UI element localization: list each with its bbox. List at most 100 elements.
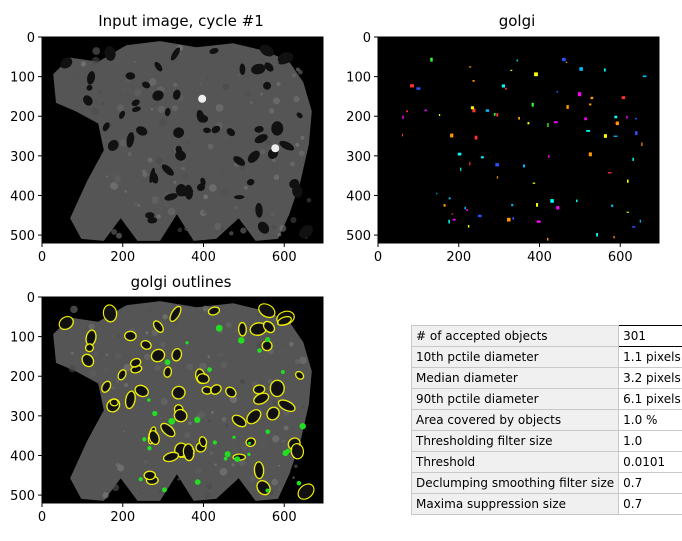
texture-speck: [164, 202, 171, 208]
measurement-value[interactable]: 0.7: [618, 493, 682, 515]
texture-speck: [146, 307, 153, 314]
texture-speck: [243, 72, 251, 80]
measurement-value[interactable]: 6.1 pixels: [618, 388, 682, 410]
nucleus: [263, 81, 272, 90]
measurement-value[interactable]: 301: [618, 325, 682, 347]
nucleus: [209, 48, 219, 55]
x-tick-label: 400: [191, 510, 216, 525]
image-background: [378, 37, 659, 243]
measurement-value[interactable]: 0.0101: [618, 451, 682, 473]
texture-speck: [290, 217, 297, 224]
golgi-outline: [171, 348, 183, 362]
nucleus: [200, 177, 206, 186]
golgi-object: [162, 487, 167, 493]
golgi-outline: [124, 390, 136, 410]
golgi-label-dot: [642, 75, 647, 78]
nucleus: [136, 126, 148, 136]
nucleus: [175, 410, 187, 421]
x-tick-label: 600: [272, 510, 297, 525]
golgi-object: [247, 452, 251, 457]
texture-speck: [202, 230, 206, 233]
nucleus: [142, 81, 151, 89]
texture-speck: [80, 61, 87, 67]
golgi-label-dot: [523, 164, 526, 168]
nucleus: [86, 84, 93, 91]
golgi-label-dot: [562, 57, 566, 62]
measurement-value[interactable]: 0.7: [618, 472, 682, 494]
texture-speck: [135, 492, 138, 495]
texture-speck: [184, 432, 191, 439]
texture-speck: [123, 382, 129, 388]
nucleus: [257, 221, 270, 234]
golgi-outline: [169, 305, 182, 323]
golgi-label-dot: [626, 115, 628, 119]
texture-speck: [283, 425, 289, 431]
golgi-outline: [171, 385, 186, 400]
texture-speck: [140, 403, 144, 407]
measurement-row: Threshold 0.0101: [410, 451, 682, 473]
golgi-label-dot: [493, 113, 496, 116]
nucleus: [255, 202, 263, 218]
golgi-label-dot: [639, 219, 641, 223]
golgi-outline: [182, 443, 195, 462]
nucleus: [147, 477, 158, 484]
golgi-label-dot: [469, 161, 471, 166]
nucleus: [233, 195, 245, 200]
nucleus: [184, 184, 193, 200]
nucleus: [292, 184, 303, 198]
golgi-outline: [237, 321, 247, 337]
golgi-outline: [225, 386, 237, 398]
texture-speck: [229, 231, 234, 236]
texture-speck: [271, 224, 276, 230]
nucleus: [279, 140, 295, 151]
golgi-object: [164, 359, 171, 366]
texture-speck: [133, 88, 142, 97]
texture-speck: [273, 174, 280, 180]
texture-speck: [154, 47, 157, 50]
texture-speck: [219, 352, 224, 358]
golgi-label-dot: [460, 167, 462, 171]
nucleus: [161, 424, 174, 436]
nucleus: [86, 331, 96, 345]
measurement-label: 90th pctile diameter: [410, 388, 620, 410]
nucleus: [102, 382, 110, 392]
measurement-value[interactable]: 1.0: [618, 430, 682, 452]
texture-speck: [219, 170, 225, 176]
texture-speck: [173, 82, 178, 87]
golgi-label-dot: [634, 118, 637, 120]
golgi-outline: [84, 343, 95, 353]
nucleus: [251, 63, 266, 75]
x-tick-label: 600: [272, 250, 297, 265]
golgi-label-dot: [547, 237, 549, 241]
golgi-label-dot: [448, 197, 451, 200]
golgi-outline: [245, 437, 257, 448]
golgi-label-dot: [507, 217, 511, 222]
golgi-label-dot: [468, 66, 472, 68]
golgi-outline: [195, 441, 207, 453]
nucleus: [86, 71, 96, 85]
texture-speck: [225, 321, 232, 328]
measurement-value[interactable]: 1.1 pixels: [618, 346, 682, 368]
golgi-label-dot: [430, 57, 433, 62]
nucleus: [296, 112, 303, 119]
nucleus: [211, 385, 221, 394]
texture-speck: [295, 359, 301, 365]
texture-speck: [114, 175, 122, 183]
texture-speck: [221, 188, 228, 195]
texture-speck: [278, 464, 281, 467]
texture-speck: [234, 387, 239, 391]
measurement-value[interactable]: 3.2 pixels: [618, 367, 682, 389]
golgi-outline: [231, 414, 247, 428]
nucleus: [170, 307, 181, 321]
texture-speck: [158, 118, 167, 127]
measurement-value[interactable]: 1.0 %: [618, 409, 682, 431]
texture-speck: [133, 201, 139, 207]
texture-speck: [126, 190, 133, 197]
texture-speck: [151, 196, 160, 204]
golgi-outline: [210, 384, 222, 395]
golgi-label-dot: [613, 236, 615, 239]
texture-speck: [157, 105, 166, 114]
golgi-outline: [163, 366, 173, 378]
nucleus: [233, 416, 246, 426]
